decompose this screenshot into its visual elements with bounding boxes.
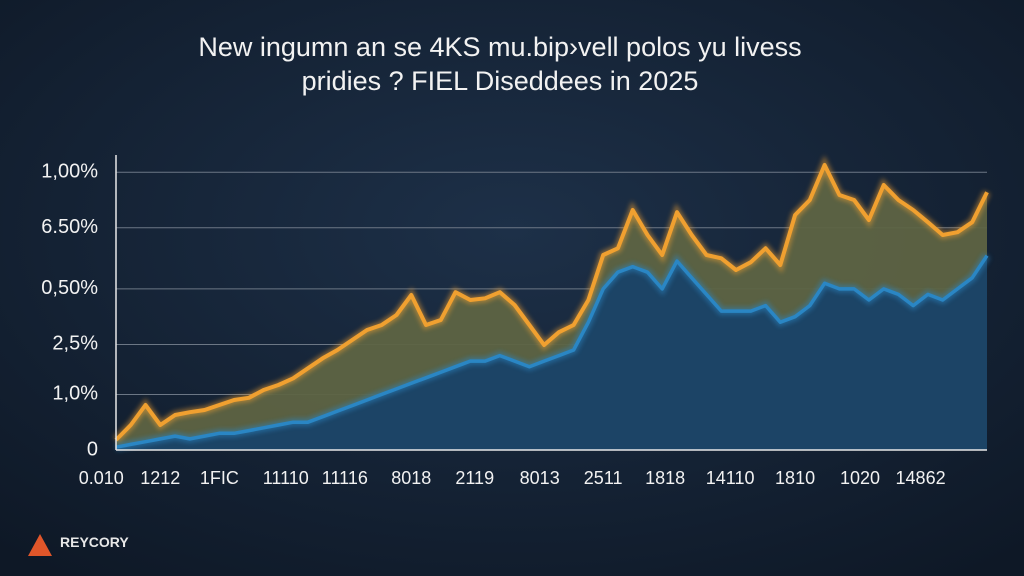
x-tick-label: 1810 (775, 468, 815, 488)
x-tick-label: 11110 (263, 468, 309, 488)
y-tick-label: 1,0% (52, 383, 98, 405)
x-tick-label: 0.010 (79, 468, 124, 488)
x-tick-label: 1818 (645, 468, 685, 488)
x-tick-label: 8013 (520, 468, 560, 488)
y-tick-label: 6.50% (41, 216, 98, 238)
series-line (115, 254, 989, 449)
logo-icon (28, 534, 52, 556)
x-tick-label: 1020 (840, 468, 880, 488)
x-tick-label: 8018 (391, 468, 431, 488)
plot: 0 1,0% 2,5% 0,50% 6.50% 1,00% 0.010 1212 1FIC 111… (41, 155, 991, 488)
x-tick-label: 2119 (455, 468, 494, 488)
y-tick-label: 1,00% (41, 161, 98, 183)
area-fill (116, 255, 987, 450)
x-tick-label: 2511 (584, 468, 623, 488)
series-line (114, 163, 989, 442)
x-tick-label: 14110 (706, 468, 755, 488)
chart-title: pridies ? FIEL Diseddees in 2025 (302, 66, 699, 96)
brand: REYCORY (60, 534, 129, 550)
x-tick-label: 1FIC (200, 468, 239, 488)
y-tick-label: 0 (87, 438, 98, 460)
x-tick-label: 11116 (322, 468, 368, 488)
y-tick-label: 0,50% (41, 277, 98, 299)
chart-title: New ingumn an se 4KS mu.bip›vell polos y… (198, 32, 801, 62)
y-tick-label: 2,5% (52, 333, 98, 355)
x-tick-label: 14862 (896, 468, 946, 488)
x-tick-label: 1212 (140, 468, 180, 488)
